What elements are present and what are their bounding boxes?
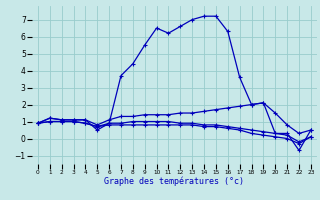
X-axis label: Graphe des températures (°c): Graphe des températures (°c) bbox=[104, 177, 244, 186]
